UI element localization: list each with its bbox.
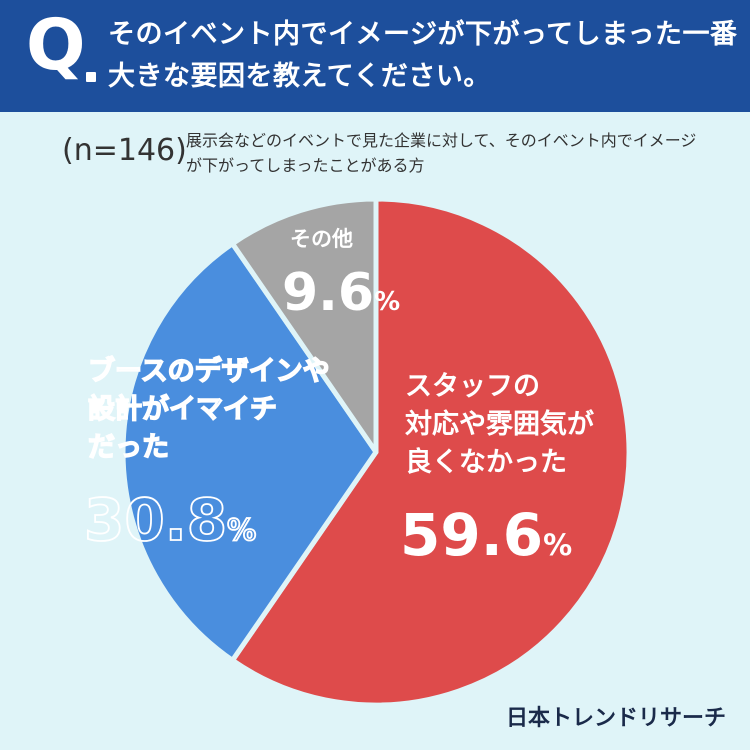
- pie-slice-booth: [120, 241, 379, 663]
- slice-percentage-other: 9.6%: [282, 263, 400, 323]
- brand-logo: 日本トレンドリサーチ: [505, 706, 726, 731]
- slice-label-line: だった: [88, 432, 169, 463]
- slice-label-line: 設計がイマイチ: [88, 393, 277, 425]
- slice-label-line: その他: [290, 227, 353, 251]
- slice-percentage-booth: 30.8%: [84, 486, 256, 554]
- slice-label-line: 良くなかった: [405, 446, 567, 478]
- question-header: Q そのイベント内でイメージが下がってしまった一番大きな要因を教えてください。: [0, 0, 750, 112]
- slice-label-line: スタッフの: [405, 371, 540, 402]
- sample-size: (n=146): [62, 133, 187, 168]
- pie-slice-staff: [229, 196, 632, 708]
- slice-percentage-staff: 59.6%: [400, 501, 572, 569]
- slice-label-line: ブースのデザインや: [88, 355, 330, 387]
- slice-label-other: その他 9.6%: [282, 227, 400, 323]
- q-mark: Q: [26, 4, 86, 86]
- pie-slice-other: [229, 196, 379, 455]
- slice-label-line: 対応や雰囲気が: [405, 408, 594, 440]
- q-dot-decoration: [86, 72, 96, 82]
- question-text: そのイベント内でイメージが下がってしまった一番大きな要因を教えてください。: [108, 19, 738, 92]
- sample-description: 展示会などのイベントで見た企業に対して、そのイベント内でイメージが下がってしまっ…: [186, 131, 697, 175]
